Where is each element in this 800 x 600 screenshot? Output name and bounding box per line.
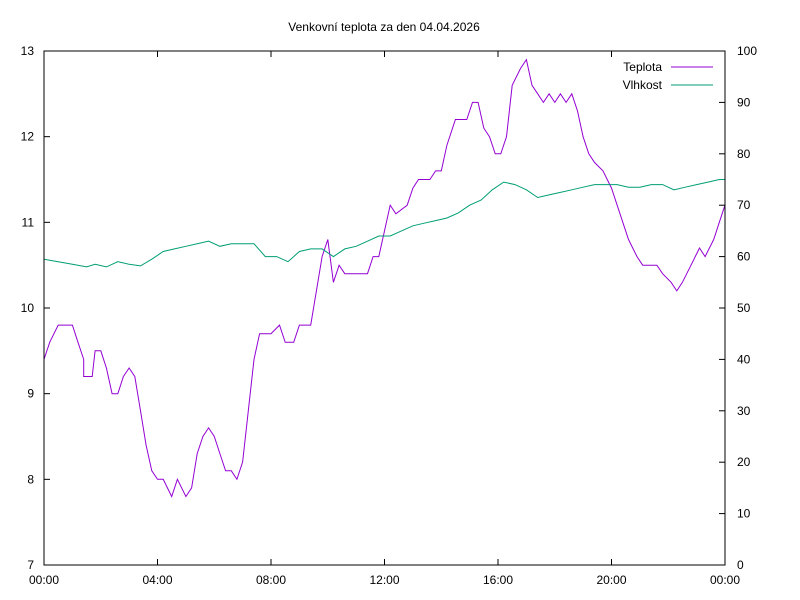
x-tick-label: 16:00 bbox=[483, 573, 513, 587]
legend-label-teplota: Teplota bbox=[623, 60, 662, 74]
y2-tick-label: 90 bbox=[737, 95, 751, 109]
y-tick-label: 8 bbox=[27, 472, 34, 486]
legend: Teplota Vlhkost bbox=[623, 60, 713, 92]
y-tick-label: 13 bbox=[21, 44, 35, 58]
y-axis-right: 0 10 20 30 40 50 60 70 80 90 100 bbox=[719, 44, 757, 572]
legend-label-vlhkost: Vlhkost bbox=[623, 78, 663, 92]
chart-title: Venkovní teplota za den 04.04.2026 bbox=[288, 20, 480, 34]
x-tick-label: 12:00 bbox=[369, 573, 399, 587]
y2-tick-label: 40 bbox=[737, 352, 751, 366]
y2-tick-label: 70 bbox=[737, 198, 751, 212]
y2-tick-label: 60 bbox=[737, 250, 751, 264]
y2-tick-label: 20 bbox=[737, 455, 751, 469]
y2-tick-label: 50 bbox=[737, 301, 751, 315]
y-tick-label: 12 bbox=[21, 130, 35, 144]
series-line-vlhkost bbox=[43, 179, 725, 268]
y-tick-label: 10 bbox=[21, 301, 35, 315]
y-tick-label: 11 bbox=[22, 215, 35, 229]
y-tick-label: 9 bbox=[27, 387, 34, 401]
y2-tick-label: 100 bbox=[737, 44, 757, 58]
plot-frame bbox=[43, 50, 726, 566]
y-tick-label: 7 bbox=[27, 558, 34, 572]
x-tick-label: 04:00 bbox=[142, 573, 172, 587]
series-line-teplota bbox=[43, 58, 726, 498]
x-axis: 00:00 04:00 08:00 12:00 16:00 20:00 00:00 bbox=[29, 51, 740, 587]
y2-tick-label: 30 bbox=[737, 404, 751, 418]
x-tick-label: 00:00 bbox=[710, 573, 740, 587]
y2-tick-label: 10 bbox=[737, 507, 751, 521]
x-tick-label: 20:00 bbox=[596, 573, 626, 587]
series-lines bbox=[43, 58, 726, 498]
y2-tick-label: 0 bbox=[737, 558, 744, 572]
x-tick-label: 00:00 bbox=[29, 573, 59, 587]
y2-tick-label: 80 bbox=[737, 147, 751, 161]
y-axis-left: 7 8 9 10 11 12 13 bbox=[21, 44, 50, 572]
x-tick-label: 08:00 bbox=[256, 573, 286, 587]
